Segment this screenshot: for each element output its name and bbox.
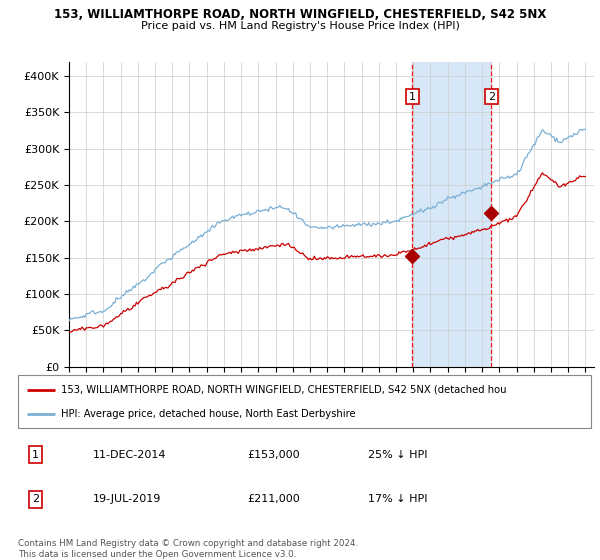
Text: £153,000: £153,000	[247, 450, 300, 460]
Text: 153, WILLIAMTHORPE ROAD, NORTH WINGFIELD, CHESTERFIELD, S42 5NX: 153, WILLIAMTHORPE ROAD, NORTH WINGFIELD…	[54, 8, 546, 21]
Text: 19-JUL-2019: 19-JUL-2019	[92, 494, 161, 505]
Text: 11-DEC-2014: 11-DEC-2014	[92, 450, 166, 460]
Text: 1: 1	[32, 450, 38, 460]
Text: £211,000: £211,000	[247, 494, 300, 505]
Text: Contains HM Land Registry data © Crown copyright and database right 2024.
This d: Contains HM Land Registry data © Crown c…	[18, 539, 358, 559]
Text: 2: 2	[488, 92, 495, 102]
Bar	[412, 62, 491, 367]
Text: 17% ↓ HPI: 17% ↓ HPI	[368, 494, 427, 505]
Text: 1: 1	[409, 92, 416, 102]
Text: HPI: Average price, detached house, North East Derbyshire: HPI: Average price, detached house, Nort…	[61, 409, 356, 419]
Text: 2: 2	[32, 494, 39, 505]
FancyBboxPatch shape	[18, 375, 591, 428]
Text: Price paid vs. HM Land Registry's House Price Index (HPI): Price paid vs. HM Land Registry's House …	[140, 21, 460, 31]
Text: 153, WILLIAMTHORPE ROAD, NORTH WINGFIELD, CHESTERFIELD, S42 5NX (detached hou: 153, WILLIAMTHORPE ROAD, NORTH WINGFIELD…	[61, 385, 506, 395]
Text: 25% ↓ HPI: 25% ↓ HPI	[368, 450, 427, 460]
